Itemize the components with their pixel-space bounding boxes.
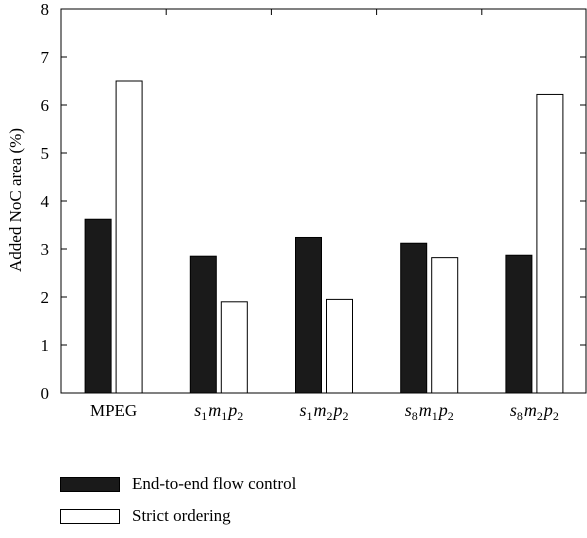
x-tick-label: s1 m2 p2 — [299, 400, 348, 423]
bar-end-to-end — [295, 236, 322, 394]
y-tick-label: 5 — [41, 144, 50, 163]
legend-swatch-strict-ordering — [60, 508, 120, 524]
legend-swatch-end-to-end — [60, 476, 120, 492]
y-tick-label: 4 — [41, 192, 50, 211]
bar-end-to-end — [189, 255, 217, 394]
y-tick-label: 7 — [41, 48, 50, 67]
y-tick-label: 8 — [41, 0, 50, 19]
legend-item-end-to-end: End-to-end flow control — [60, 474, 296, 494]
legend: End-to-end flow control Strict ordering — [60, 474, 296, 538]
bar-strict-ordering — [326, 298, 353, 394]
legend-label-strict-ordering: Strict ordering — [132, 506, 231, 525]
bar-end-to-end — [84, 218, 112, 394]
y-tick-label: 3 — [41, 240, 50, 259]
x-tick-label: MPEG — [90, 401, 137, 420]
y-tick-label: 0 — [41, 384, 50, 403]
bar-strict-ordering — [220, 301, 248, 394]
bar-end-to-end — [400, 242, 428, 394]
y-tick-label: 6 — [41, 96, 50, 115]
bar-strict-ordering — [431, 257, 459, 394]
x-tick-label: s1 m1 p2 — [194, 400, 243, 423]
y-axis-label: Added NoC area (%) — [6, 128, 25, 272]
x-tick-label: s8 m2 p2 — [510, 400, 559, 423]
bar-strict-ordering — [536, 93, 564, 394]
y-tick-label: 1 — [41, 336, 50, 355]
legend-item-strict-ordering: Strict ordering — [60, 506, 296, 526]
x-tick-label: s8 m1 p2 — [405, 400, 454, 423]
bar-strict-ordering — [115, 80, 143, 394]
bar-end-to-end — [505, 254, 533, 394]
y-tick-label: 2 — [41, 288, 50, 307]
legend-label-end-to-end: End-to-end flow control — [132, 474, 297, 493]
